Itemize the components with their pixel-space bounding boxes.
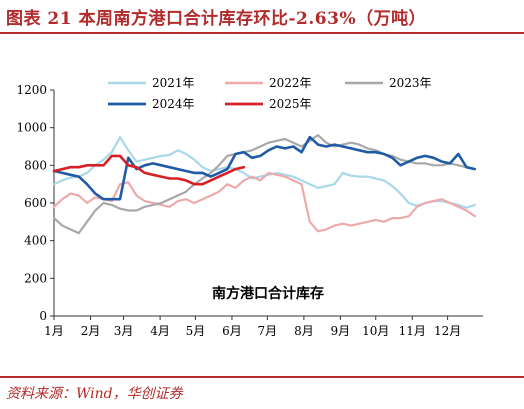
chart-title: 图表 21 本周南方港口合计库存环比-2.63%（万吨） [6, 9, 427, 29]
x-tick-label: 11月 [399, 324, 426, 338]
x-tick-label: 4月 [150, 324, 170, 338]
series-line-1 [52, 135, 476, 209]
line-chart: 0 200 400 600 800 1000 1200 1月 2月 3月 4月 5月 6月 7月 8月 9月 1… [16, 76, 483, 338]
x-tick-label: 9月 [331, 324, 351, 338]
legend-label-5: 2025年 [269, 97, 312, 111]
y-tick-label: 200 [24, 271, 47, 285]
x-tick-label: 1月 [44, 324, 64, 338]
y-tick-label: 1000 [16, 121, 47, 135]
legend-label-2: 2022年 [269, 76, 312, 90]
y-tick-label: 800 [24, 158, 47, 172]
x-tick-label: 3月 [114, 324, 134, 338]
chart-annotation: 南方港口合计库存 [212, 285, 324, 302]
series-line-4 [52, 135, 477, 201]
series-line-2 [52, 171, 476, 233]
series-line-5 [52, 154, 246, 186]
series-line-3 [52, 134, 476, 235]
legend-label-3: 2023年 [389, 76, 432, 90]
x-tick-label: 8月 [294, 324, 314, 338]
title-bar: 图表 21 本周南方港口合计库存环比-2.63%（万吨） [0, 0, 524, 34]
chart-area: 0 200 400 600 800 1000 1200 1月 2月 3月 4月 5月 6月 7月 8月 9月 1… [0, 36, 524, 376]
x-tick-label: 12月 [434, 324, 461, 338]
y-tick-label: 400 [24, 234, 47, 248]
y-tick-label: 1200 [16, 83, 47, 97]
legend-label-1: 2021年 [152, 76, 195, 90]
source-note: 资料来源：Wind，华创证券 [6, 386, 183, 402]
x-tick-label: 10月 [362, 324, 389, 338]
legend-label-4: 2024年 [152, 97, 195, 111]
x-tick-label: 2月 [81, 324, 101, 338]
y-tick-label: 0 [39, 309, 47, 323]
footer-divider [0, 376, 524, 378]
x-tick-label: 6月 [222, 324, 242, 338]
x-tick-label: 5月 [186, 324, 206, 338]
x-tick-label: 7月 [258, 324, 278, 338]
y-tick-label: 600 [24, 196, 47, 210]
